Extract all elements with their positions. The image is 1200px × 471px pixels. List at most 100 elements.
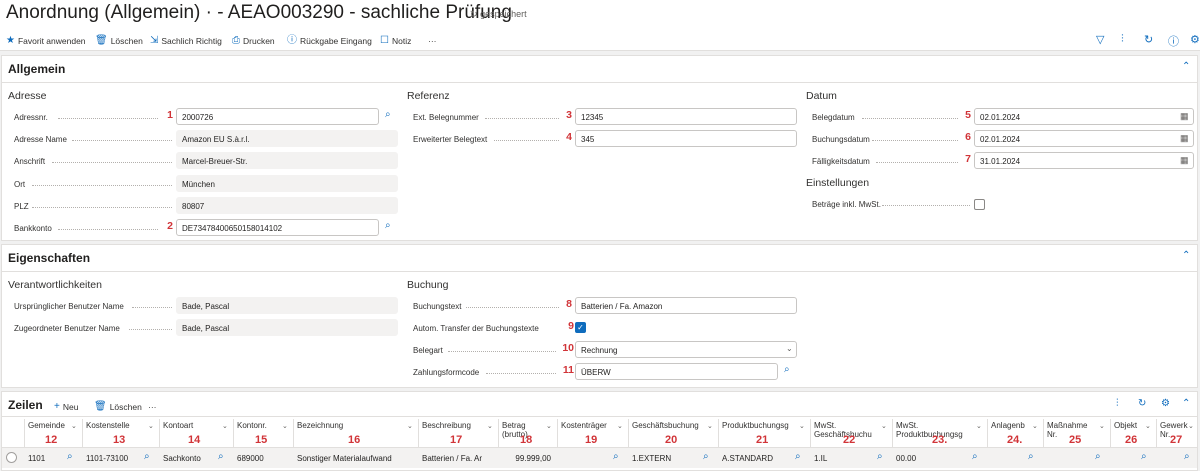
column-header[interactable]: Gewerk Nr. ⌄ 27 <box>1156 419 1197 447</box>
column-header[interactable]: Kontonr. ⌄ 15 <box>233 419 291 447</box>
chevron-down-icon[interactable]: ⌄ <box>1099 423 1105 430</box>
table-cell[interactable]: 1101 <box>28 454 46 463</box>
calendar-icon[interactable]: ▦ <box>1180 155 1189 165</box>
refresh-icon[interactable]: ↻ <box>1144 34 1154 46</box>
chevron-down-icon[interactable]: ⌄ <box>407 423 413 430</box>
chevron-down-icon[interactable]: ⌄ <box>282 423 288 430</box>
column-header[interactable]: MwSt. Geschäftsbuchu ⌄ 22 <box>810 419 890 447</box>
favorit-button[interactable]: ★ Favorit anwenden <box>6 34 86 47</box>
belegart-label: Belegart <box>413 346 443 355</box>
adressnr-search-icon[interactable]: ⌕ <box>385 109 391 120</box>
column-header[interactable]: Kostenträger ⌄ 19 <box>557 419 626 447</box>
column-header[interactable]: Beschreibung ⌄ 17 <box>418 419 496 447</box>
column-header[interactable]: Gemeinde ⌄ 12 <box>24 419 80 447</box>
buchungsdatum-input[interactable]: 02.01.2024 <box>974 130 1194 147</box>
search-icon[interactable]: ⌕ <box>1028 451 1034 462</box>
chevron-down-icon[interactable]: ⌄ <box>487 423 493 430</box>
chevron-down-icon[interactable]: ⌄ <box>617 423 623 430</box>
table-cell[interactable]: A.STANDARD <box>722 454 773 463</box>
belegart-select[interactable]: Rechnung <box>575 341 797 358</box>
search-icon[interactable]: ⌕ <box>795 451 801 462</box>
note-button[interactable]: ☐ Notiz <box>380 34 411 47</box>
search-icon[interactable]: ⌕ <box>1184 451 1190 462</box>
chevron-down-icon[interactable]: ⌄ <box>707 423 713 430</box>
annotation-6: 6 <box>965 131 971 143</box>
column-settings-icon[interactable]: ⫶ <box>1116 398 1119 409</box>
table-cell[interactable]: Sachkonto <box>163 454 201 463</box>
gear-icon[interactable]: ⚙ <box>1161 398 1170 409</box>
chevron-down-icon[interactable]: ⌄ <box>1145 423 1151 430</box>
table-cell[interactable]: Batterien / Fa. Ama <box>422 454 482 463</box>
delete-button[interactable]: 🗑︎ Löschen <box>95 34 143 47</box>
more-line-actions-button[interactable]: ··· <box>148 400 157 413</box>
print-button[interactable]: ⎙ Drucken <box>232 34 275 47</box>
chevron-down-icon[interactable]: ⌄ <box>546 423 552 430</box>
table-cell[interactable]: 99.999,00 <box>515 454 551 463</box>
adressnr-input[interactable]: 2000726 <box>176 108 379 125</box>
table-cell[interactable]: 1.EXTERN <box>632 454 672 463</box>
table-cell[interactable]: Sonstiger Materialaufwand <box>297 454 392 463</box>
table-cell[interactable]: 00.00 <box>896 454 917 463</box>
table-cell[interactable]: 689000 <box>237 454 264 463</box>
column-header[interactable]: Maßnahme Nr. ⌄ 25 <box>1043 419 1108 447</box>
column-header[interactable]: Kostenstelle ⌄ 13 <box>82 419 157 447</box>
row-select-radio[interactable] <box>6 452 17 463</box>
search-icon[interactable]: ⌕ <box>1095 451 1101 462</box>
chevron-down-icon[interactable]: ⌄ <box>1188 423 1194 430</box>
table-cell[interactable]: 1101-73100 <box>86 454 129 463</box>
table-cell[interactable]: 1.IL <box>814 454 828 463</box>
search-icon[interactable]: ⌕ <box>218 451 224 462</box>
ext-belegnummer-input[interactable]: 12345 <box>575 108 797 125</box>
column-header[interactable]: Produktbuchungsg ⌄ 21 <box>718 419 808 447</box>
more-actions-button[interactable]: ··· <box>428 34 437 47</box>
search-icon[interactable]: ⌕ <box>67 451 73 462</box>
search-icon[interactable]: ⌕ <box>613 451 619 462</box>
column-header[interactable]: Anlagenb ⌄ 24. <box>987 419 1041 447</box>
chevron-down-icon[interactable]: ⌄ <box>881 423 887 430</box>
filter-icon[interactable]: ▽ <box>1096 34 1105 46</box>
collapse-chevron-icon[interactable]: ⌃ <box>1182 61 1191 72</box>
buchungstext-input[interactable]: Batterien / Fa. Amazon <box>575 297 797 314</box>
chevron-down-icon[interactable]: ⌄ <box>786 344 793 353</box>
search-icon[interactable]: ⌕ <box>703 451 709 462</box>
column-header[interactable]: MwSt. Produktbuchungsg ⌄ 23. <box>892 419 985 447</box>
chevron-down-icon[interactable]: ⌄ <box>1032 423 1038 430</box>
chevron-down-icon[interactable]: ⌄ <box>799 423 805 430</box>
table-row[interactable]: 1101 ⌕ 1101-73100 ⌕ Sachkonto ⌕ 689000 Sonstige… <box>2 448 1197 468</box>
search-icon[interactable]: ⌕ <box>877 451 883 462</box>
autom-transfer-checkbox[interactable]: ✓ <box>575 322 586 333</box>
gear-icon[interactable]: ⚙ <box>1190 34 1200 46</box>
column-header[interactable]: Kontoart ⌄ 14 <box>159 419 231 447</box>
column-header[interactable]: Geschäftsbuchung ⌄ 20 <box>628 419 716 447</box>
search-icon[interactable]: ⌕ <box>972 451 978 462</box>
datum-group-title: Datum <box>806 90 837 102</box>
delete-line-button[interactable]: 🗑︎ Löschen <box>94 400 142 413</box>
column-header[interactable]: Objekt ⌄ 26 <box>1110 419 1154 447</box>
column-settings-icon[interactable]: ⫶ <box>1121 33 1124 45</box>
betraege-mwst-checkbox[interactable] <box>974 199 985 210</box>
chevron-down-icon[interactable]: ⌄ <box>71 423 77 430</box>
bankkonto-search-icon[interactable]: ⌕ <box>385 220 391 231</box>
chevron-down-icon[interactable]: ⌄ <box>222 423 228 430</box>
chevron-down-icon[interactable]: ⌄ <box>976 423 982 430</box>
search-icon[interactable]: ⌕ <box>144 451 150 462</box>
belegdatum-input[interactable]: 02.01.2024 <box>974 108 1194 125</box>
zahlungsformcode-input[interactable]: ÜBERW <box>575 363 778 380</box>
refresh-icon[interactable]: ↻ <box>1138 398 1147 409</box>
column-header[interactable]: Betrag (brutto) ⌄ 18 <box>498 419 555 447</box>
faelligkeitsdatum-input[interactable]: 31.01.2024 <box>974 152 1194 169</box>
sachlich-richtig-button[interactable]: ⇲ Sachlich Richtig <box>150 34 222 47</box>
zahlungsformcode-search-icon[interactable]: ⌕ <box>784 364 790 375</box>
calendar-icon[interactable]: ▦ <box>1180 111 1189 121</box>
calendar-icon[interactable]: ▦ <box>1180 133 1189 143</box>
info-icon[interactable]: ⓘ <box>1168 36 1179 48</box>
bankkonto-input[interactable]: DE73478400650158014102 <box>176 219 379 236</box>
chevron-down-icon[interactable]: ⌄ <box>148 423 154 430</box>
collapse-chevron-icon[interactable]: ⌃ <box>1182 398 1191 409</box>
rueckgabe-button[interactable]: ⓘ Rückgabe Eingang <box>287 34 372 47</box>
erweiterter-belegtext-input[interactable]: 345 <box>575 130 797 147</box>
collapse-chevron-icon[interactable]: ⌃ <box>1182 250 1191 261</box>
column-header[interactable]: Bezeichnung ⌄ 16 <box>293 419 416 447</box>
search-icon[interactable]: ⌕ <box>1141 451 1147 462</box>
new-line-button[interactable]: + Neu <box>54 400 78 413</box>
